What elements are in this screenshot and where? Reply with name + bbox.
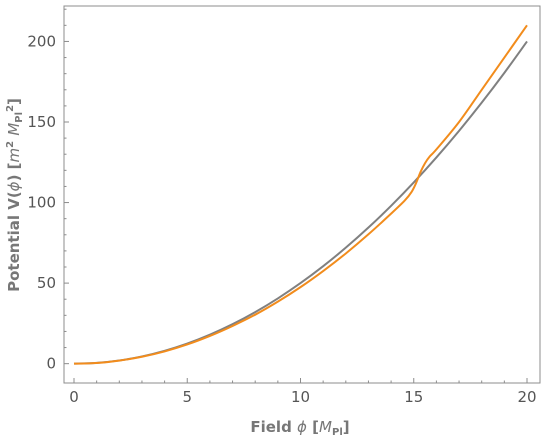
axis-ticks xyxy=(64,8,528,383)
x-tick-label: 5 xyxy=(182,388,192,406)
y-tick-label: 200 xyxy=(27,32,56,50)
y-axis-title: Potential V(ϕ) [m2 MPl2] xyxy=(5,98,25,292)
x-tick-label: 20 xyxy=(517,388,536,406)
y-tick-label: 0 xyxy=(46,355,56,373)
x-tick-label: 10 xyxy=(291,388,310,406)
series-line-1 xyxy=(73,40,528,365)
y-tick-label: 150 xyxy=(27,113,56,131)
x-tick-label: 0 xyxy=(69,388,79,406)
series-line-2 xyxy=(73,24,528,365)
y-tick-label: 100 xyxy=(27,194,56,212)
x-tick-label: 15 xyxy=(404,388,423,406)
plot-frame xyxy=(63,5,541,384)
x-axis-title: Field ϕ [MPl] xyxy=(250,418,349,438)
series-group xyxy=(73,24,528,365)
y-tick-label: 50 xyxy=(37,274,56,292)
